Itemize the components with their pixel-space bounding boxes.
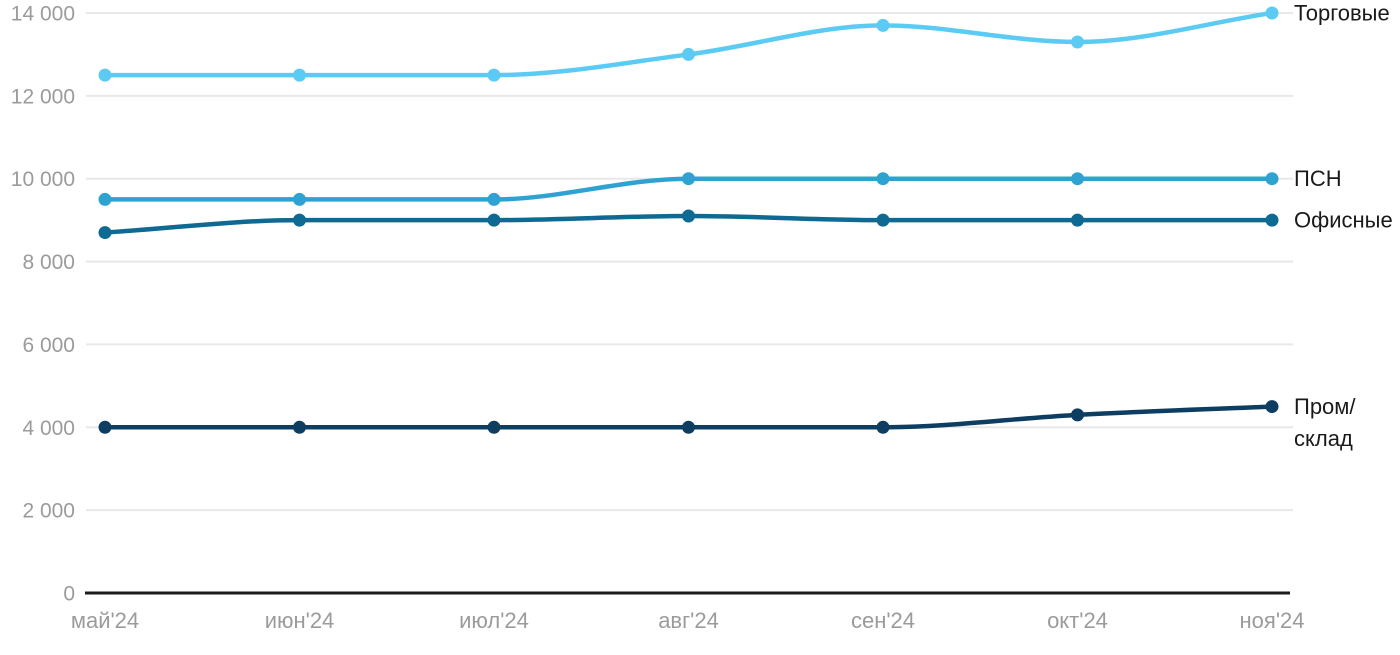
- series-point-ofisnye: [487, 213, 501, 227]
- series-label-prom-sklad: Пром/: [1294, 394, 1356, 419]
- y-tick-label: 8 000: [22, 251, 75, 274]
- series-point-psn: [876, 172, 890, 186]
- x-tick-label: июл'24: [459, 608, 529, 633]
- y-tick-label: 2 000: [22, 500, 75, 523]
- series-line-torgovye: [102, 10, 1275, 78]
- series-point-ofisnye: [293, 213, 306, 227]
- series-point-torgovye: [1265, 6, 1279, 20]
- series-point-prom-sklad: [1071, 408, 1084, 422]
- series-point-psn: [1071, 172, 1084, 186]
- series-point-ofisnye: [98, 226, 112, 240]
- series-point-psn: [682, 172, 695, 186]
- series-point-torgovye: [682, 47, 695, 61]
- y-tick-label: 0: [63, 583, 75, 606]
- series-label-torgovye: Торговые: [1294, 1, 1390, 26]
- series-point-torgovye: [487, 68, 501, 82]
- series-point-psn: [98, 192, 112, 206]
- x-tick-label: июн'24: [265, 608, 335, 633]
- series-label-ofisnye: Офисные: [1294, 208, 1393, 233]
- series-point-torgovye: [98, 68, 112, 82]
- x-tick-label: ноя'24: [1240, 608, 1305, 633]
- series-point-psn: [293, 192, 306, 206]
- x-tick-label: авг'24: [658, 608, 719, 633]
- series-point-ofisnye: [1265, 213, 1279, 227]
- series-point-torgovye: [876, 18, 890, 32]
- y-tick-label: 6 000: [22, 334, 75, 357]
- x-tick-label: окт'24: [1047, 608, 1108, 633]
- series-point-prom-sklad: [293, 420, 306, 434]
- series-label-psn: ПСН: [1294, 166, 1342, 191]
- x-tick-label: сен'24: [851, 608, 915, 633]
- y-tick-label: 4 000: [22, 417, 75, 440]
- series-point-torgovye: [1071, 35, 1084, 49]
- series-label-prom-sklad: склад: [1294, 426, 1353, 451]
- series-point-psn: [487, 192, 501, 206]
- series-point-prom-sklad: [876, 420, 890, 434]
- series-point-prom-sklad: [1265, 400, 1279, 414]
- series-point-prom-sklad: [98, 420, 112, 434]
- series-point-prom-sklad: [487, 420, 501, 434]
- series-point-psn: [1265, 172, 1279, 186]
- y-tick-label: 10 000: [11, 168, 75, 191]
- series-point-ofisnye: [682, 209, 695, 223]
- series-point-prom-sklad: [682, 420, 695, 434]
- y-tick-label: 14 000: [11, 3, 75, 26]
- series-point-ofisnye: [876, 213, 890, 227]
- y-tick-label: 12 000: [11, 85, 75, 108]
- x-tick-label: май'24: [71, 608, 139, 633]
- series-point-ofisnye: [1071, 213, 1084, 227]
- series-point-torgovye: [293, 68, 306, 82]
